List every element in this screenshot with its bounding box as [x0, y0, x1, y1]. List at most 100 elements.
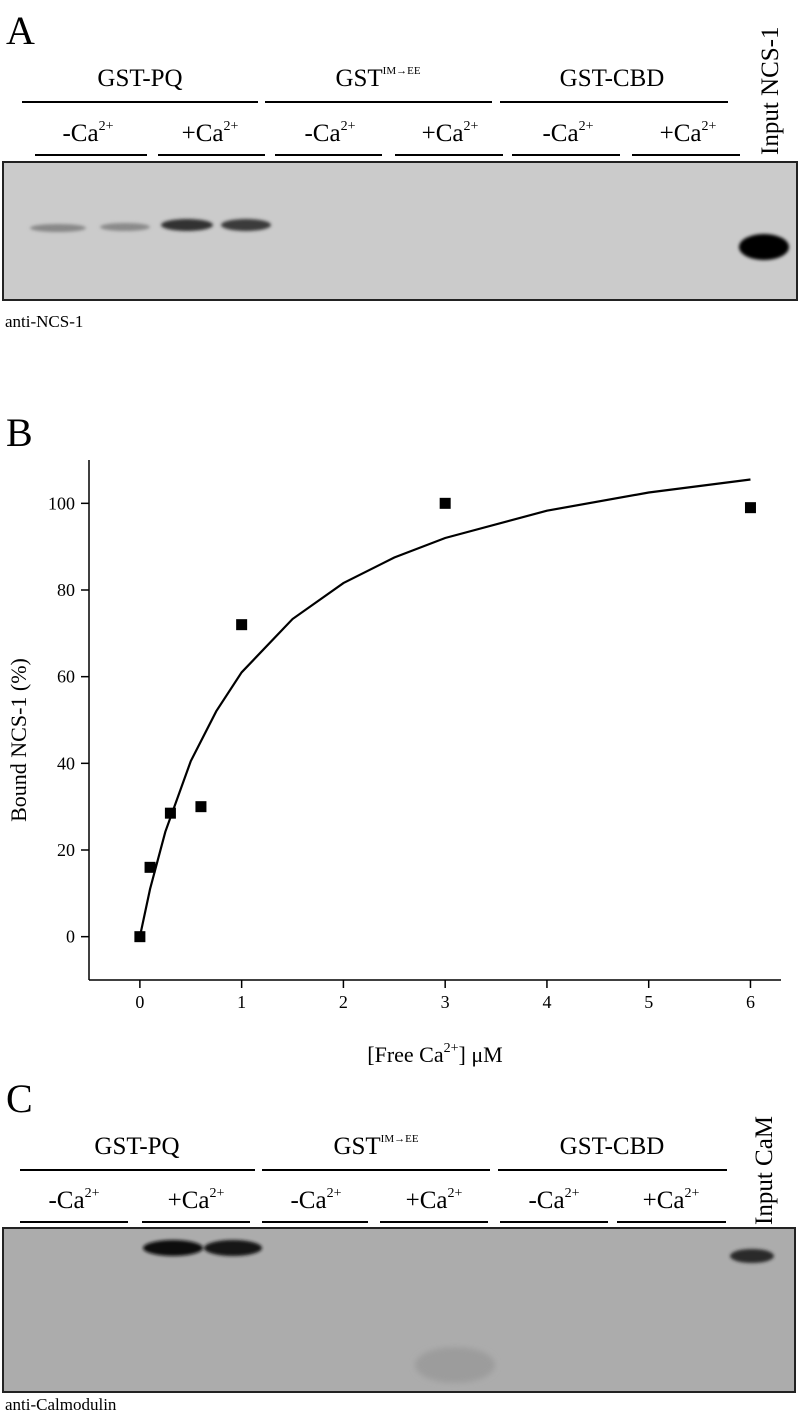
condition-text: -Ca: [290, 1187, 326, 1214]
condition-text: +Ca: [643, 1187, 685, 1214]
condition-text: +Ca: [406, 1187, 448, 1214]
x-tick-label: 3: [441, 992, 450, 1012]
condition-superscript: 2+: [223, 119, 238, 134]
band: [739, 234, 789, 260]
group-label: GST-PQ: [97, 65, 182, 92]
y-axis-label: Bound NCS-1 (%): [6, 658, 31, 822]
group-label: GST-CBD: [560, 1133, 665, 1160]
panel-c: C anti-Calmodulin GST-PQ GSTIM→EE GST-CBD -…: [2, 1076, 796, 1414]
x-label-superscript: 2+: [444, 1041, 459, 1056]
band: [221, 219, 271, 231]
y-tick-label: 40: [57, 753, 75, 773]
condition-superscript: 2+: [684, 1186, 699, 1201]
condition-superscript: 2+: [85, 1186, 100, 1201]
condition-label: -Ca2+: [290, 1186, 341, 1214]
smudge: [415, 1347, 495, 1383]
y-tick-label: 20: [57, 840, 75, 860]
data-point: [144, 861, 156, 873]
group-label: GSTIM→EE: [333, 1133, 418, 1160]
y-tick-label: 60: [57, 667, 75, 687]
condition-text: +Ca: [660, 120, 702, 147]
x-tick-label: 2: [339, 992, 348, 1012]
condition-superscript: 2+: [701, 119, 716, 134]
y-tick-label: 80: [57, 580, 75, 600]
condition-label: -Ca2+: [304, 119, 355, 147]
data-point: [439, 497, 451, 509]
group-name: GST: [333, 1133, 380, 1160]
panel-letter: C: [6, 1076, 33, 1121]
band: [143, 1240, 203, 1256]
group-label: GSTIM→EE: [335, 65, 420, 92]
condition-label: -Ca2+: [48, 1186, 99, 1214]
panel-letter: A: [6, 8, 35, 53]
x-tick-label: 6: [746, 992, 755, 1012]
data-point: [134, 931, 146, 943]
condition-label: +Ca2+: [643, 1186, 700, 1214]
condition-text: -Ca: [542, 120, 578, 147]
antibody-label: anti-Calmodulin: [5, 1395, 117, 1414]
group-superscript: IM→EE: [383, 65, 421, 77]
condition-text: -Ca: [48, 1187, 84, 1214]
condition-text: -Ca: [62, 120, 98, 147]
group-name: GST: [335, 65, 382, 92]
condition-superscript: 2+: [341, 119, 356, 134]
data-point: [744, 502, 756, 514]
condition-label: +Ca2+: [422, 119, 479, 147]
condition-superscript: 2+: [565, 1186, 580, 1201]
group-name: GST-PQ: [94, 1133, 179, 1160]
condition-text: +Ca: [422, 120, 464, 147]
input-label: Input CaM: [751, 1116, 778, 1225]
group-label: GST-PQ: [94, 1133, 179, 1160]
x-tick-label: 1: [237, 992, 246, 1012]
condition-superscript: 2+: [327, 1186, 342, 1201]
condition-label: +Ca2+: [168, 1186, 225, 1214]
x-tick-label: 5: [644, 992, 653, 1012]
group-name: GST-PQ: [97, 65, 182, 92]
condition-label: +Ca2+: [406, 1186, 463, 1214]
blot: [2, 1227, 796, 1393]
x-tick-label: 0: [135, 992, 144, 1012]
condition-label: -Ca2+: [528, 1186, 579, 1214]
data-point: [195, 801, 207, 813]
panel-letter: B: [6, 410, 33, 455]
condition-superscript: 2+: [99, 119, 114, 134]
x-label-text: [Free Ca: [367, 1042, 444, 1067]
band: [100, 223, 150, 231]
data-point: [164, 807, 176, 819]
condition-text: +Ca: [182, 120, 224, 147]
input-label: Input NCS-1: [757, 27, 784, 155]
condition-label: +Ca2+: [660, 119, 717, 147]
condition-superscript: 2+: [209, 1186, 224, 1201]
y-tick-label: 0: [66, 927, 75, 947]
condition-text: +Ca: [168, 1187, 210, 1214]
antibody-label: anti-NCS-1: [5, 312, 83, 331]
y-tick-label: 100: [48, 493, 75, 513]
condition-label: +Ca2+: [182, 119, 239, 147]
condition-text: -Ca: [304, 120, 340, 147]
group-superscript: IM→EE: [381, 1133, 419, 1145]
band: [204, 1240, 262, 1256]
condition-superscript: 2+: [447, 1186, 462, 1201]
condition-label: -Ca2+: [62, 119, 113, 147]
group-label: GST-CBD: [560, 65, 665, 92]
x-tick-label: 4: [542, 992, 551, 1012]
band: [30, 224, 86, 232]
data-point: [236, 619, 248, 631]
panel-a: A anti-NCS-1 GST-PQ GSTIM→EE GST-CBD-Ca2+ +…: [2, 8, 798, 331]
band: [161, 219, 213, 231]
x-label-text: ] μM: [459, 1042, 503, 1067]
blot: [2, 161, 798, 301]
condition-text: -Ca: [528, 1187, 564, 1214]
condition-superscript: 2+: [463, 119, 478, 134]
condition-superscript: 2+: [579, 119, 594, 134]
bands: [30, 219, 789, 260]
fit-curve: [138, 478, 751, 937]
x-axis-label: [Free Ca2+] μM: [367, 1041, 502, 1067]
band: [730, 1249, 774, 1263]
group-name: GST-CBD: [560, 65, 665, 92]
group-name: GST-CBD: [560, 1133, 665, 1160]
condition-label: -Ca2+: [542, 119, 593, 147]
bands: [143, 1240, 774, 1263]
